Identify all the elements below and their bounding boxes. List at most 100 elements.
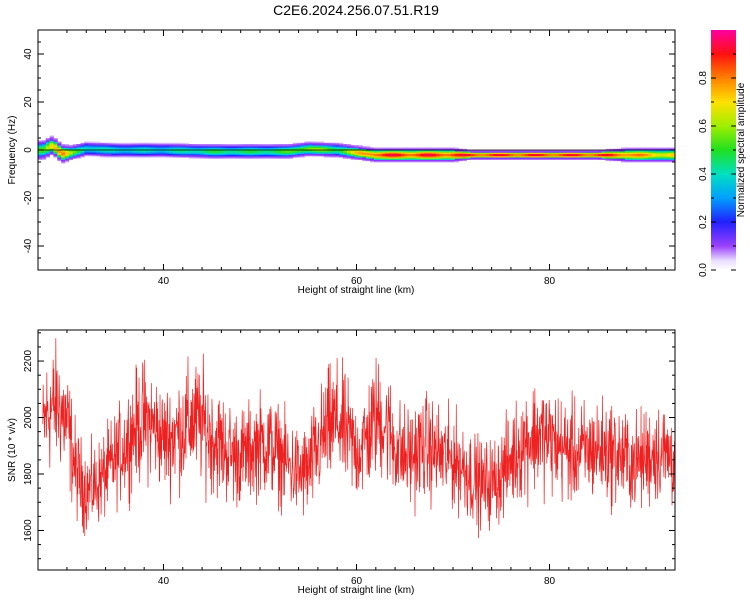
heatmap-cell [308, 153, 313, 156]
heatmap-cell [435, 152, 440, 154]
heatmap-cell [362, 147, 367, 150]
heatmap-cell [539, 154, 545, 157]
heatmap-cell [663, 151, 668, 153]
heatmap-cell [269, 150, 274, 152]
heatmap-cell [370, 157, 375, 159]
heatmap-cell [115, 147, 120, 150]
heatmap-cell [439, 157, 444, 159]
heatmap-cell [180, 156, 186, 158]
heatmap-cell [370, 160, 375, 163]
heatmap-cell [115, 148, 120, 151]
heatmap-cell [628, 156, 633, 158]
heatmap-cell [512, 156, 518, 158]
heatmap-cell [551, 151, 556, 153]
heatmap-cell [319, 151, 325, 153]
heatmap-cell [470, 152, 475, 154]
heatmap-cell [435, 154, 440, 157]
heatmap-cell [362, 154, 367, 157]
heatmap-cell [281, 145, 286, 147]
heatmap-cell [138, 146, 143, 148]
heatmap-cell [632, 152, 637, 154]
heatmap-cell [192, 153, 197, 156]
heatmap-cell [142, 154, 147, 157]
heatmap-cell [381, 151, 386, 153]
heatmap-cell [261, 148, 267, 151]
heatmap-cell [617, 152, 622, 154]
heatmap-cell [439, 156, 444, 158]
heatmap-cell [609, 151, 614, 153]
heatmap-cell [547, 158, 552, 160]
heatmap-cell [454, 147, 460, 150]
heatmap-cell [200, 156, 205, 158]
heatmap-cell [574, 157, 579, 159]
heatmap-cell [250, 151, 255, 153]
heatmap-cell [628, 158, 633, 160]
heatmap-cell [613, 148, 618, 151]
heatmap-cell [632, 148, 637, 151]
heatmap-cell [416, 158, 421, 160]
heatmap-cell [451, 158, 456, 160]
heatmap-cell [261, 144, 267, 146]
heatmap-cell [620, 150, 626, 152]
heatmap-cell [447, 160, 452, 163]
heatmap-cell [593, 157, 599, 159]
heatmap-cell [339, 146, 344, 148]
heatmap-cell [231, 157, 236, 159]
heatmap-cell [493, 152, 498, 154]
heatmap-cell [327, 154, 332, 157]
heatmap-cell [285, 151, 290, 153]
heatmap-cell [57, 145, 62, 147]
heatmap-cell [362, 158, 367, 160]
heatmap-cell [176, 156, 182, 158]
heatmap-cell [597, 150, 603, 152]
heatmap-cell [516, 156, 521, 158]
heatmap-cell [578, 150, 583, 152]
heatmap-cell [207, 153, 213, 156]
heatmap-cell [269, 147, 274, 150]
heatmap-cell [134, 152, 139, 154]
heatmap-cell [447, 159, 452, 162]
heatmap-cell [420, 158, 425, 160]
figure-title: C2E6.2024.256.07.51.R19 [273, 2, 439, 18]
heatmap-cell [644, 160, 649, 163]
heatmap-cell [582, 154, 587, 157]
heatmap-cell [246, 157, 251, 159]
heatmap-cell [68, 150, 74, 152]
heatmap-cell [312, 148, 317, 151]
heatmap-cell [261, 150, 267, 152]
heatmap-cell [655, 152, 660, 154]
heatmap-cell [644, 148, 649, 151]
heatmap-cell [466, 153, 471, 156]
heatmap-cell [373, 160, 379, 163]
heatmap-cell [485, 153, 491, 156]
heatmap-cell [296, 148, 301, 151]
heatmap-cell [250, 150, 255, 152]
heatmap-cell [443, 156, 448, 158]
heatmap-cell [424, 154, 429, 157]
heatmap-cell [613, 152, 618, 154]
heatmap-cell [103, 156, 108, 158]
heatmap-cell [647, 154, 653, 157]
heatmap-cell [246, 151, 251, 153]
heatmap-cell [176, 154, 182, 157]
heatmap-cell [323, 153, 328, 156]
heatmap-cell [76, 144, 81, 146]
heatmap-cell [200, 152, 205, 154]
heatmap-cell [659, 160, 664, 163]
heatmap-cell [617, 156, 622, 158]
heatmap-cell [319, 147, 325, 150]
heatmap-cell [269, 156, 274, 158]
heatmap-cell [61, 160, 66, 163]
heatmap-cell [312, 141, 317, 144]
heatmap-cell [400, 157, 406, 159]
heatmap-cell [497, 157, 502, 159]
heatmap-cell [377, 160, 382, 163]
heatmap-cell [269, 157, 274, 159]
heatmap-cell [157, 142, 162, 145]
heatmap-cell [481, 156, 487, 158]
heatmap-cell [223, 157, 228, 159]
heatmap-cell [424, 159, 429, 162]
heatmap-cell [88, 141, 93, 144]
heatmap-cell [188, 151, 193, 153]
heatmap-cell [478, 156, 483, 158]
